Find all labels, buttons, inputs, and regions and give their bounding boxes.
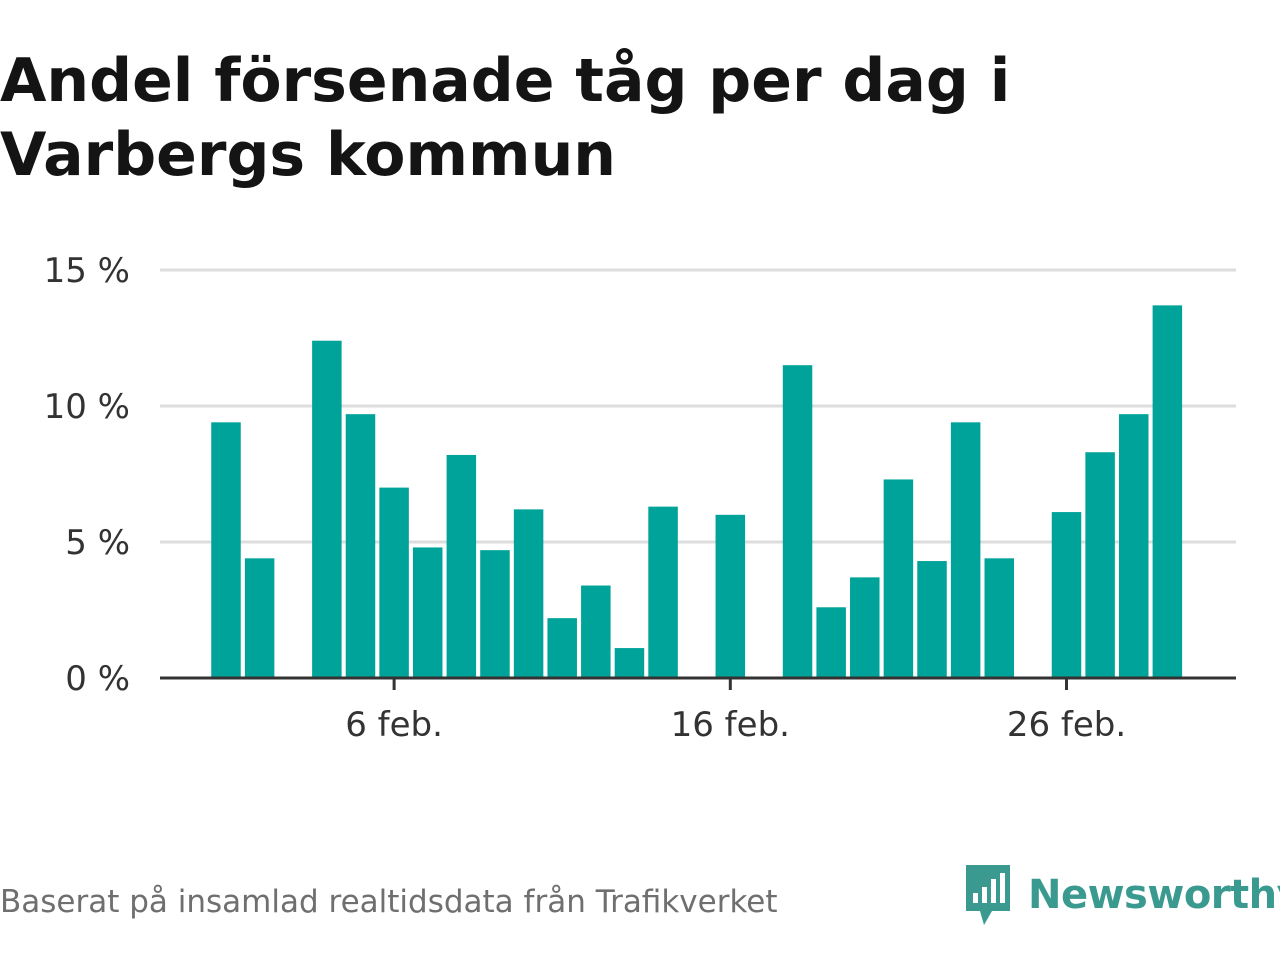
- y-tick-label: 5 %: [65, 523, 130, 563]
- bar: [950, 422, 981, 678]
- bars: [211, 305, 1183, 678]
- bar: [244, 558, 275, 678]
- bar: [1051, 512, 1082, 678]
- y-axis-ticks: 0 % 5 % 10 % 15 %: [44, 251, 130, 699]
- y-tick-label: 15 %: [44, 251, 130, 291]
- bar: [1118, 414, 1149, 678]
- bar: [547, 618, 577, 678]
- bar: [614, 648, 645, 678]
- bar: [480, 550, 510, 678]
- bar: [1152, 305, 1183, 678]
- bar: [715, 514, 746, 678]
- x-tick-label: 6 feb.: [345, 705, 443, 745]
- y-tick-label: 10 %: [44, 387, 130, 427]
- bar: [211, 422, 241, 678]
- y-tick-label: 0 %: [65, 659, 130, 699]
- bar: [581, 585, 611, 678]
- brand: Newsworthy: [962, 862, 1280, 928]
- source-note: Baserat på insamlad realtidsdata från Tr…: [0, 884, 778, 920]
- bar: [917, 561, 947, 678]
- x-axis: 6 feb. 16 feb. 26 feb.: [160, 676, 1236, 745]
- bar: [883, 479, 914, 678]
- newsworthy-logo-icon: [966, 865, 1010, 925]
- x-tick-label: 26 feb.: [1007, 705, 1126, 745]
- x-tick-label: 16 feb.: [671, 705, 790, 745]
- brand-name: Newsworthy: [1028, 872, 1280, 918]
- bar: [312, 340, 342, 678]
- bar: [782, 365, 813, 678]
- bar: [1085, 452, 1115, 678]
- bar: [648, 506, 678, 678]
- chart-title: Andel försenade tåg per dag i Varbergs k…: [0, 46, 1011, 190]
- bar: [850, 577, 880, 678]
- bar: [446, 454, 477, 678]
- bar: [816, 607, 846, 678]
- bar: [379, 487, 409, 678]
- bar: [412, 547, 443, 678]
- bar: [513, 509, 544, 678]
- bar-chart: 0 % 5 % 10 % 15 % 6 feb. 16 feb. 26 feb.: [44, 251, 1236, 745]
- bar: [345, 414, 376, 678]
- bar: [984, 558, 1015, 678]
